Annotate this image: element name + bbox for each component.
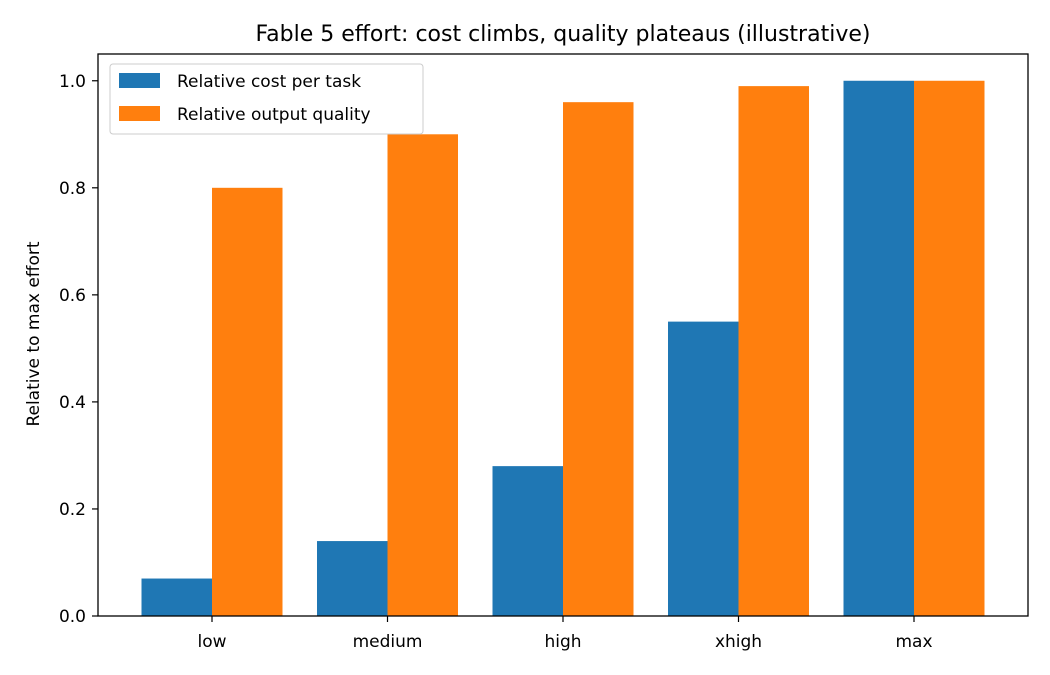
y-axis-label: Relative to max effort — [24, 241, 44, 426]
y-tick-label-0-8: 0.8 — [59, 179, 86, 199]
y-axis-ticks: 0.0 0.2 0.4 0.6 0.8 1.0 — [59, 72, 98, 627]
bar-quality-high — [563, 102, 634, 616]
y-tick-label-0-2: 0.2 — [59, 500, 86, 520]
legend-label-cost: Relative cost per task — [177, 72, 361, 92]
bar-cost-low — [141, 578, 212, 616]
bar-cost-max — [843, 80, 914, 616]
legend-swatch-cost — [119, 73, 160, 88]
plot-frame — [97, 53, 1029, 617]
y-tick-label-1-0: 1.0 — [59, 72, 86, 92]
legend: Relative cost per task Relative output q… — [109, 63, 424, 135]
x-tick-label-low: low — [197, 632, 226, 652]
y-tick-label-0-4: 0.4 — [59, 393, 86, 413]
bars-group — [141, 80, 985, 617]
bar-quality-xhigh — [738, 86, 809, 617]
bar-cost-xhigh — [668, 321, 739, 616]
bar-quality-medium — [387, 134, 458, 617]
y-tick-label-0-6: 0.6 — [59, 286, 86, 306]
chart-title: Fable 5 effort: cost climbs, quality pla… — [256, 22, 871, 47]
x-tick-label-medium: medium — [353, 632, 423, 652]
x-tick-label-xhigh: xhigh — [715, 632, 762, 652]
legend-box — [109, 63, 424, 135]
x-tick-label-max: max — [895, 632, 932, 652]
y-tick-label-0-0: 0.0 — [59, 607, 86, 627]
legend-swatch-quality — [119, 106, 160, 121]
bar-cost-medium — [317, 541, 388, 616]
bar-cost-high — [492, 466, 563, 616]
bar-quality-max — [914, 80, 985, 616]
x-tick-label-high: high — [544, 632, 581, 652]
bar-quality-low — [212, 187, 283, 617]
legend-label-quality: Relative output quality — [177, 105, 371, 125]
x-axis-ticks: low medium high xhigh max — [197, 616, 933, 652]
